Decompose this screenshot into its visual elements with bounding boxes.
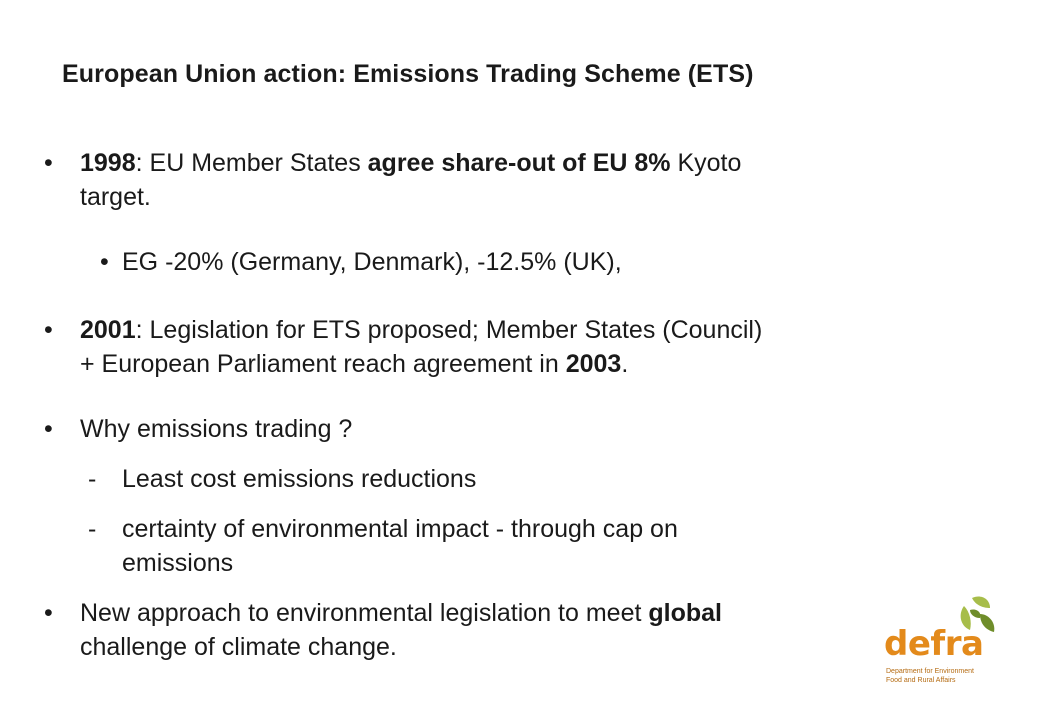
bullet-1998-line2: target. (80, 183, 151, 211)
bullet-new-approach-text: New approach to environmental legislatio… (80, 599, 649, 627)
bullet-why-trading: • Why emissions trading ? (44, 412, 353, 446)
bullet-dot: • (44, 149, 53, 177)
dash-item-certainty-line1: certainty of environmental impact - thro… (122, 515, 678, 543)
dash-item-least-cost-text: Least cost emissions reductions (122, 465, 477, 493)
bullet-dot: • (44, 415, 53, 443)
defra-subtitle-2: Food and Rural Affairs (886, 677, 956, 684)
bullet-2001-line1: 2001: Legislation for ETS proposed; Memb… (80, 313, 762, 347)
defra-subtitle-1: Department for Environment (886, 668, 974, 675)
bullet-2001-text: : Legislation for ETS proposed; Member S… (135, 316, 763, 344)
bullet-2001: • 2001: Legislation for ETS proposed; Me… (44, 313, 762, 381)
bullet-new-approach-line2: challenge of climate change. (80, 633, 397, 661)
slide-title: European Union action: Emissions Trading… (62, 60, 754, 88)
bullet-2001-period: . (621, 350, 629, 378)
dash-marker: - (88, 465, 97, 493)
defra-leaf-icon (960, 596, 995, 632)
bullet-1998: • 1998: EU Member States agree share-out… (44, 146, 741, 214)
defra-logo: defra Department for Environment Food an… (884, 592, 1004, 688)
sub-bullet-targets-text: EG -20% (Germany, Denmark), -12.5% (UK), (122, 248, 622, 276)
defra-wordmark: defra (884, 624, 984, 664)
bullet-1998-emphasis: agree share-out of EU 8% (367, 149, 671, 177)
dash-item-certainty-line2: emissions (122, 549, 234, 577)
bullet-new-approach-emphasis: global (648, 599, 722, 627)
bullet-new-approach: • New approach to environmental legislat… (44, 596, 722, 664)
sub-bullet-targets: • EG -20% (Germany, Denmark), -12.5% (UK… (100, 245, 622, 279)
bullet-1998-text-2: Kyoto (670, 149, 742, 177)
bullet-2001-text-2: + European Parliament reach agreement in (80, 350, 566, 378)
bullet-1998-line1: 1998: EU Member States agree share-out o… (80, 146, 741, 180)
year-1998: 1998 (80, 149, 136, 177)
sub-bullet-dot: • (100, 248, 109, 276)
bullet-2001-line2: + European Parliament reach agreement in… (80, 347, 762, 381)
dash-item-least-cost: - Least cost emissions reductions (88, 462, 477, 496)
bullet-1998-text: : EU Member States (135, 149, 368, 177)
year-2001: 2001 (80, 316, 136, 344)
bullet-dot: • (44, 599, 53, 627)
dash-item-certainty: - certainty of environmental impact - th… (88, 512, 678, 580)
bullet-dot: • (44, 316, 53, 344)
bullet-why-trading-text: Why emissions trading ? (80, 415, 353, 443)
year-2003: 2003 (565, 350, 622, 378)
bullet-new-approach-line1: New approach to environmental legislatio… (80, 596, 722, 630)
dash-marker: - (88, 515, 97, 543)
